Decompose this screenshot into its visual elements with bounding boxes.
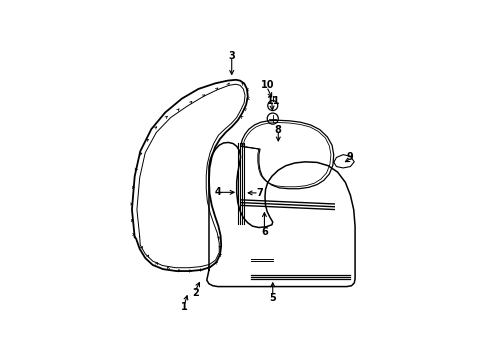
Text: 11: 11 [267, 96, 281, 106]
Text: 8: 8 [275, 125, 282, 135]
Text: 9: 9 [346, 152, 353, 162]
Text: 7: 7 [256, 188, 263, 198]
Text: 4: 4 [215, 187, 221, 197]
Text: 2: 2 [192, 288, 199, 298]
Text: 6: 6 [261, 227, 268, 237]
Text: 5: 5 [270, 293, 276, 303]
Text: 3: 3 [228, 51, 235, 61]
Text: 1: 1 [181, 302, 188, 312]
Text: 10: 10 [261, 80, 274, 90]
